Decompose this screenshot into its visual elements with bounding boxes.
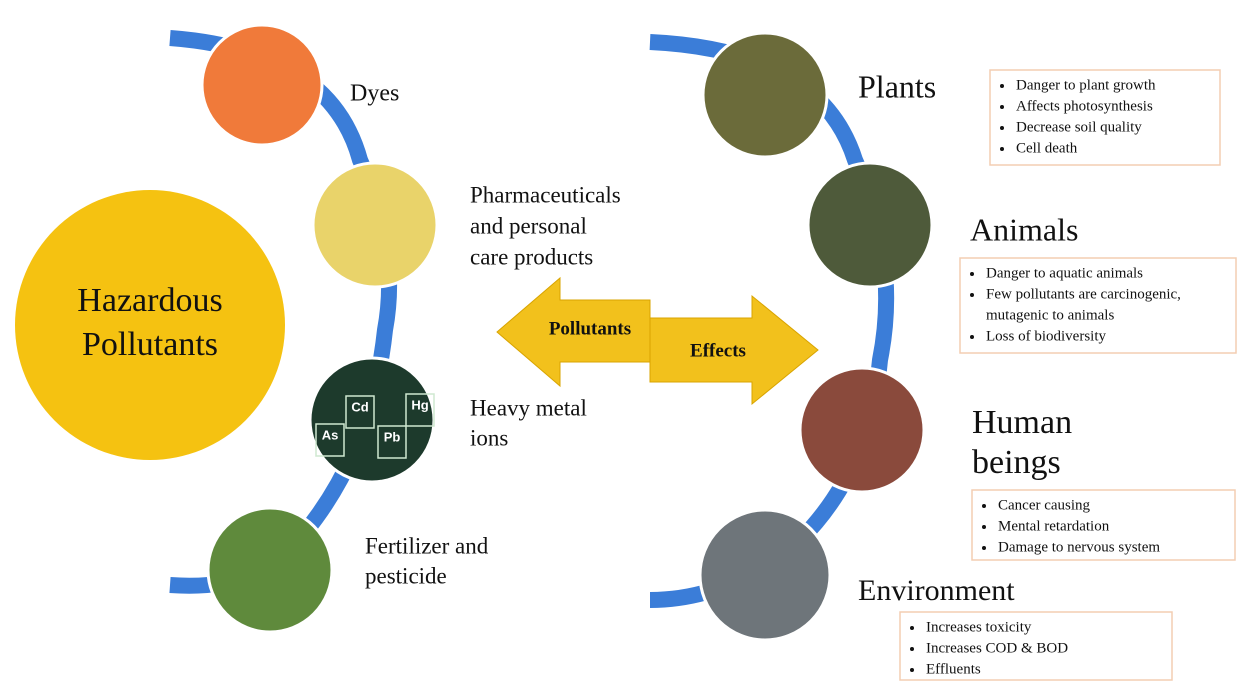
- effect-point: Cancer causing: [998, 497, 1091, 513]
- effect-image: [703, 33, 827, 157]
- source-label: and personal: [470, 213, 587, 238]
- bullet: [982, 504, 986, 508]
- effect-point: mutagenic to animals: [986, 307, 1114, 323]
- effect-label: Plants: [858, 68, 936, 104]
- source-image: [208, 508, 332, 632]
- effect-point: Decrease soil quality: [1016, 119, 1142, 135]
- bullet: [970, 272, 974, 276]
- bullet: [970, 293, 974, 297]
- bullet: [982, 525, 986, 529]
- title-line: Pollutants: [82, 326, 218, 363]
- bullet: [910, 668, 914, 672]
- source-label: pesticide: [365, 563, 447, 588]
- effect-point: Danger to aquatic animals: [986, 265, 1143, 281]
- effect-label: Human: [972, 404, 1072, 441]
- element-symbol: As: [322, 427, 339, 442]
- effect-point: Increases toxicity: [926, 619, 1032, 635]
- source-label: ions: [470, 425, 508, 450]
- effect-label: Animals: [970, 211, 1078, 247]
- bullet: [982, 546, 986, 550]
- source-label: Heavy metal: [470, 395, 587, 420]
- effect-image: [700, 510, 830, 640]
- effect-point: Danger to plant growth: [1016, 77, 1156, 93]
- effect-point: Increases COD & BOD: [926, 640, 1068, 656]
- bullet: [1000, 84, 1004, 88]
- element-symbol: Pb: [384, 429, 401, 444]
- diagram: Hazardous Pollutants Pollutants Effects …: [0, 0, 1237, 681]
- source-label: care products: [470, 244, 593, 269]
- bullet: [970, 335, 974, 339]
- bullet: [1000, 105, 1004, 109]
- effect-image: [808, 163, 932, 287]
- element-symbol: Hg: [411, 397, 428, 412]
- arrow-label: Pollutants: [549, 318, 631, 339]
- source-label: Dyes: [350, 81, 399, 107]
- source-label: Fertilizer and: [365, 533, 489, 558]
- effect-label: beings: [972, 444, 1061, 481]
- bullet: [1000, 147, 1004, 151]
- effect-point: Mental retardation: [998, 518, 1110, 534]
- effect-point: Effluents: [926, 661, 981, 677]
- effect-point: Damage to nervous system: [998, 539, 1160, 555]
- effect-point: Loss of biodiversity: [986, 328, 1106, 344]
- element-symbol: Cd: [351, 399, 368, 414]
- source-image: [310, 358, 434, 482]
- source-label: Pharmaceuticals: [470, 182, 621, 207]
- effect-point: Affects photosynthesis: [1016, 98, 1153, 114]
- bullet: [1000, 126, 1004, 130]
- effect-point: Cell death: [1016, 140, 1078, 156]
- source-image: [313, 163, 437, 287]
- arrow-label: Effects: [690, 340, 746, 361]
- bullet: [910, 626, 914, 630]
- source-image: [202, 25, 322, 145]
- title-line: Hazardous: [77, 282, 222, 319]
- bullet: [910, 647, 914, 651]
- effect-point: Few pollutants are carcinogenic,: [986, 286, 1181, 302]
- effect-label: Environment: [858, 574, 1015, 607]
- effect-image: [800, 368, 924, 492]
